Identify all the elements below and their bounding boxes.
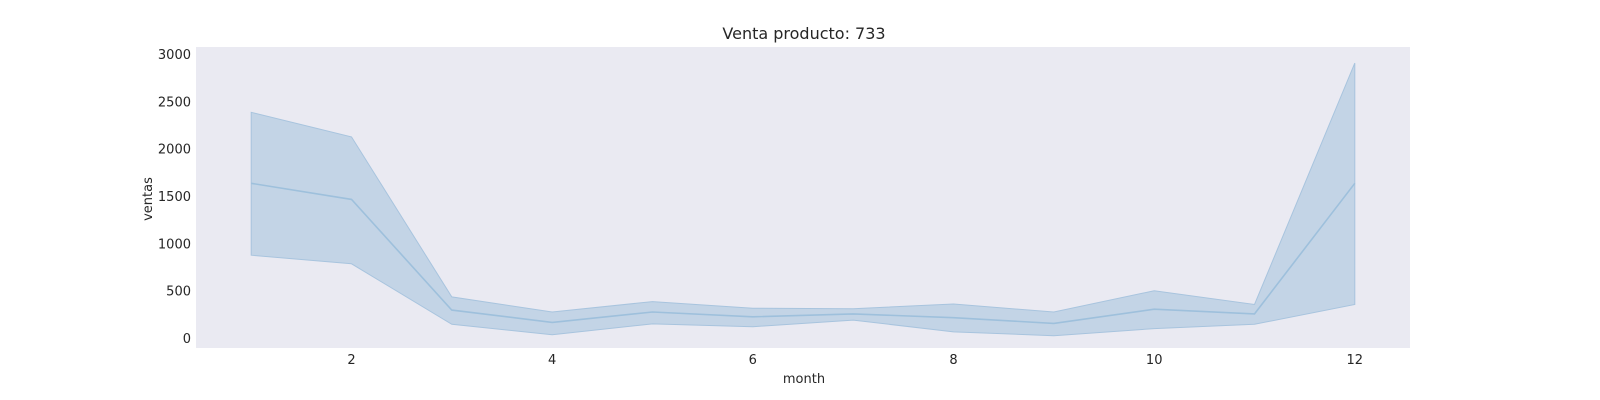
y-tick-label: 0 xyxy=(183,332,191,347)
y-tick-label: 1500 xyxy=(158,190,191,205)
y-tick-label: 3000 xyxy=(158,48,191,63)
y-tick-label: 2000 xyxy=(158,143,191,158)
mean-line xyxy=(251,182,1356,325)
y-tick-label: 1000 xyxy=(158,237,191,252)
y-tick-label: 2500 xyxy=(158,95,191,110)
x-axis-label: month xyxy=(783,372,825,387)
confidence-band xyxy=(250,62,1356,337)
x-tick-label: 12 xyxy=(1347,353,1364,368)
y-tick-label: 500 xyxy=(166,285,191,300)
y-axis-label: ventas xyxy=(141,177,156,221)
x-tick-label: 10 xyxy=(1146,353,1163,368)
x-tick-label: 2 xyxy=(347,353,355,368)
x-tick-label: 4 xyxy=(548,353,556,368)
x-tick-label: 8 xyxy=(949,353,957,368)
x-tick-label: 6 xyxy=(749,353,757,368)
chart-title: Venta producto: 733 xyxy=(722,24,885,43)
